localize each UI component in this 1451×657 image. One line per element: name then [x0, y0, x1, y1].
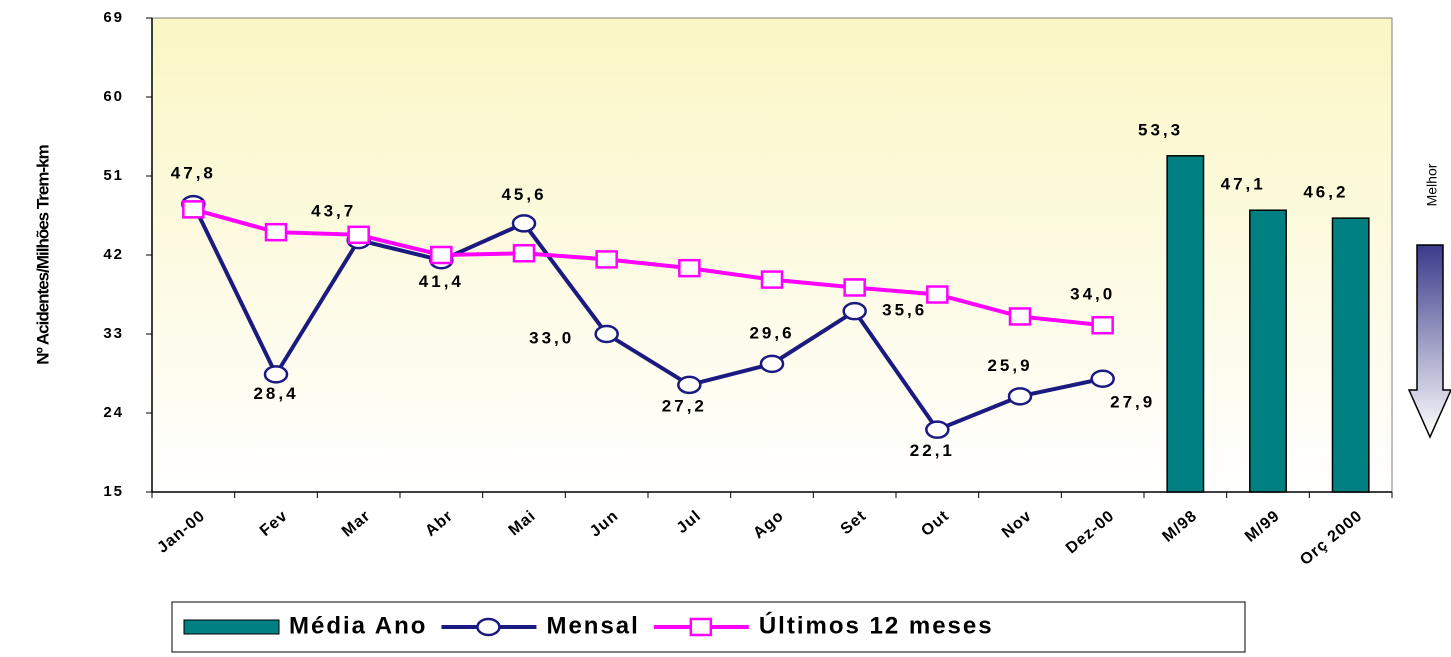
line: [191, 203, 1104, 433]
marker: [926, 285, 949, 304]
bar: [1249, 209, 1287, 493]
y-tick-label: 69: [103, 9, 124, 26]
data-label: 45,6: [501, 185, 546, 204]
legend-swatch: [183, 619, 280, 635]
y-tick-label: 51: [103, 167, 124, 184]
data-label: 34,0: [1070, 285, 1115, 304]
x-tick-label: Jan-00: [154, 507, 208, 556]
marker: [678, 258, 701, 278]
x-tick-label: Orç 2000: [1297, 507, 1366, 569]
marker: [843, 278, 866, 297]
data-label: 29,6: [749, 323, 794, 342]
data-label: 47,1: [1221, 175, 1266, 194]
marker: [1007, 387, 1033, 406]
legend-label: Últimos 12 meses: [759, 611, 994, 639]
data-label: 47,8: [171, 164, 216, 183]
marker: [842, 301, 867, 321]
x-tick-label: Jun: [587, 507, 622, 540]
marker: [182, 200, 205, 219]
marker: [760, 270, 784, 289]
legend-label: Média Ano: [289, 612, 427, 639]
data-label: 28,4: [253, 384, 298, 403]
legend-label: Mensal: [546, 612, 639, 639]
bar: [1166, 155, 1205, 493]
data-label: 27,9: [1110, 392, 1155, 411]
x-tick-label: Set: [838, 507, 870, 538]
data-label: 35,6: [882, 301, 927, 320]
marker: [759, 354, 785, 374]
legend-marker: [476, 617, 501, 637]
legend-marker: [689, 617, 713, 637]
marker: [512, 243, 536, 263]
data-label: 22,1: [910, 441, 955, 460]
x-tick-label: Mar: [339, 507, 374, 540]
x-tick-label: Nov: [999, 507, 1035, 541]
x-tick-label: Fev: [257, 507, 291, 540]
marker: [264, 222, 288, 242]
x-tick-label: Abr: [422, 507, 456, 540]
marker: [1091, 315, 1114, 335]
annotation: Melhor: [1424, 163, 1440, 206]
marker: [430, 245, 453, 265]
x-tick-label: Dez-00: [1063, 507, 1118, 557]
bar: [1331, 217, 1370, 493]
marker: [347, 225, 370, 245]
y-axis-label: Nº Acidentes/Milhões Trem-km: [33, 144, 52, 364]
marker: [1008, 307, 1032, 326]
y-tick-label: 24: [103, 404, 124, 421]
y-tick-label: 60: [103, 88, 124, 105]
x-tick-label: Out: [918, 507, 952, 540]
marker: [1090, 369, 1115, 389]
x-tick-label: Ago: [750, 507, 787, 542]
data-label: 25,9: [987, 356, 1032, 375]
data-label: 43,7: [311, 202, 356, 221]
marker: [925, 420, 950, 439]
data-label: 53,3: [1138, 120, 1183, 139]
data-label: 33,0: [529, 328, 574, 347]
x-tick-label: Jul: [674, 507, 705, 537]
marker: [594, 324, 619, 344]
arrow: [1407, 244, 1451, 439]
y-tick-label: 42: [103, 246, 124, 263]
data-label: 46,2: [1303, 183, 1348, 202]
x-tick-label: Mai: [506, 507, 540, 539]
marker: [595, 250, 618, 269]
line: [192, 207, 1103, 328]
marker: [677, 375, 702, 395]
marker: [263, 365, 289, 384]
plot-area: [151, 17, 1393, 493]
marker: [511, 214, 537, 233]
y-tick-label: 15: [103, 483, 124, 500]
data-label: 27,2: [662, 396, 707, 415]
y-tick-label: 33: [103, 325, 124, 342]
x-tick-label: M/98: [1159, 507, 1200, 545]
x-tick-label: M/99: [1242, 507, 1283, 545]
data-label: 41,4: [419, 272, 464, 291]
